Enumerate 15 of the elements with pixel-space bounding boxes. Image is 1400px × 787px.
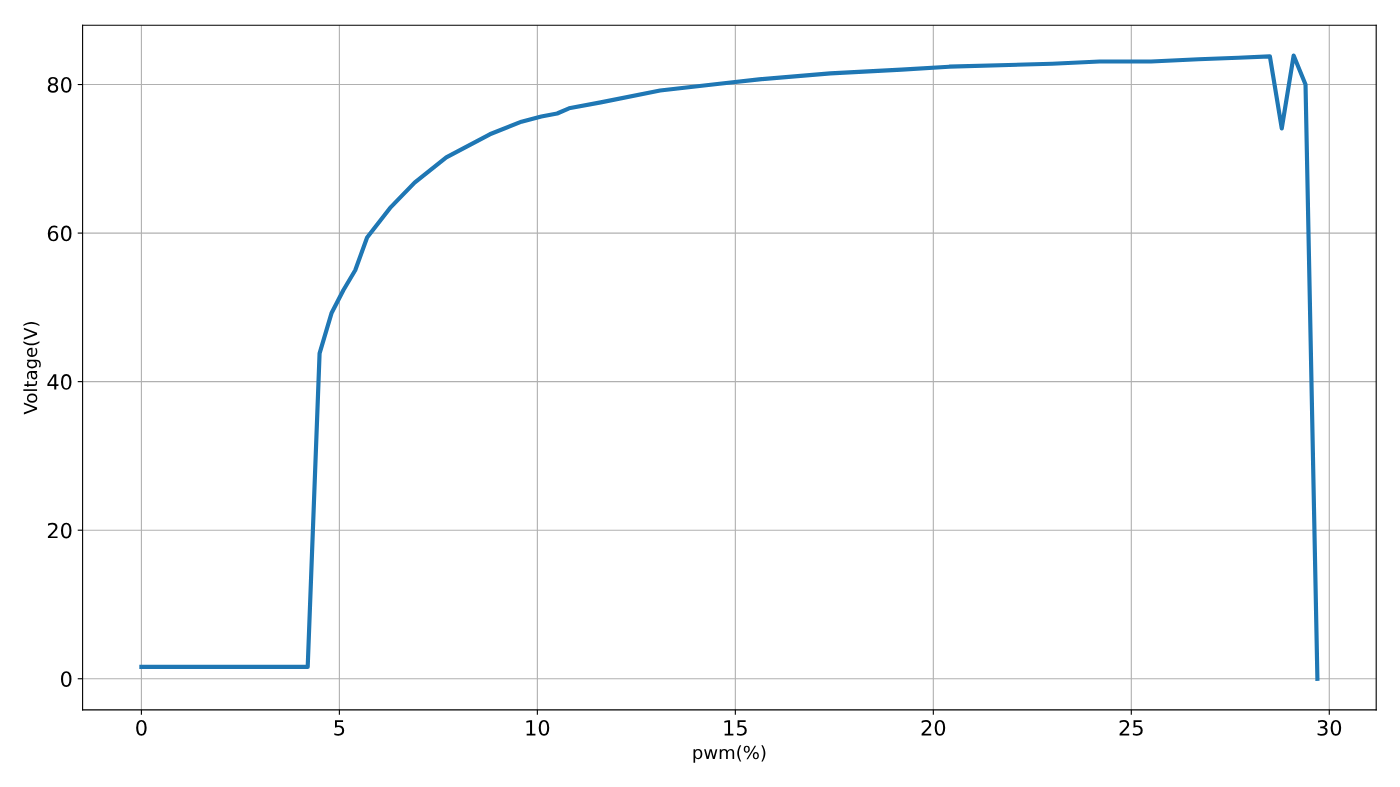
x-tick-label: 30: [1317, 719, 1342, 736]
x-tick-label: 25: [1119, 719, 1143, 736]
y-tick-label: 80: [47, 76, 72, 93]
x-tick-label: 10: [526, 719, 550, 736]
y-tick-label: 0: [61, 671, 72, 687]
line-series: [139, 53, 1320, 681]
y-axis-title: Voltage(V): [23, 322, 41, 415]
x-axis-title: pwm(%): [693, 745, 766, 763]
x-tick-label: 0: [136, 719, 147, 736]
x-tick-label: 5: [334, 720, 345, 736]
y-tick-label: 40: [47, 374, 72, 390]
x-tick-label: 20: [921, 719, 946, 736]
x-tick-label: 15: [724, 720, 747, 736]
y-tick-label: 20: [47, 522, 72, 539]
y-tick-label: 60: [47, 225, 72, 242]
